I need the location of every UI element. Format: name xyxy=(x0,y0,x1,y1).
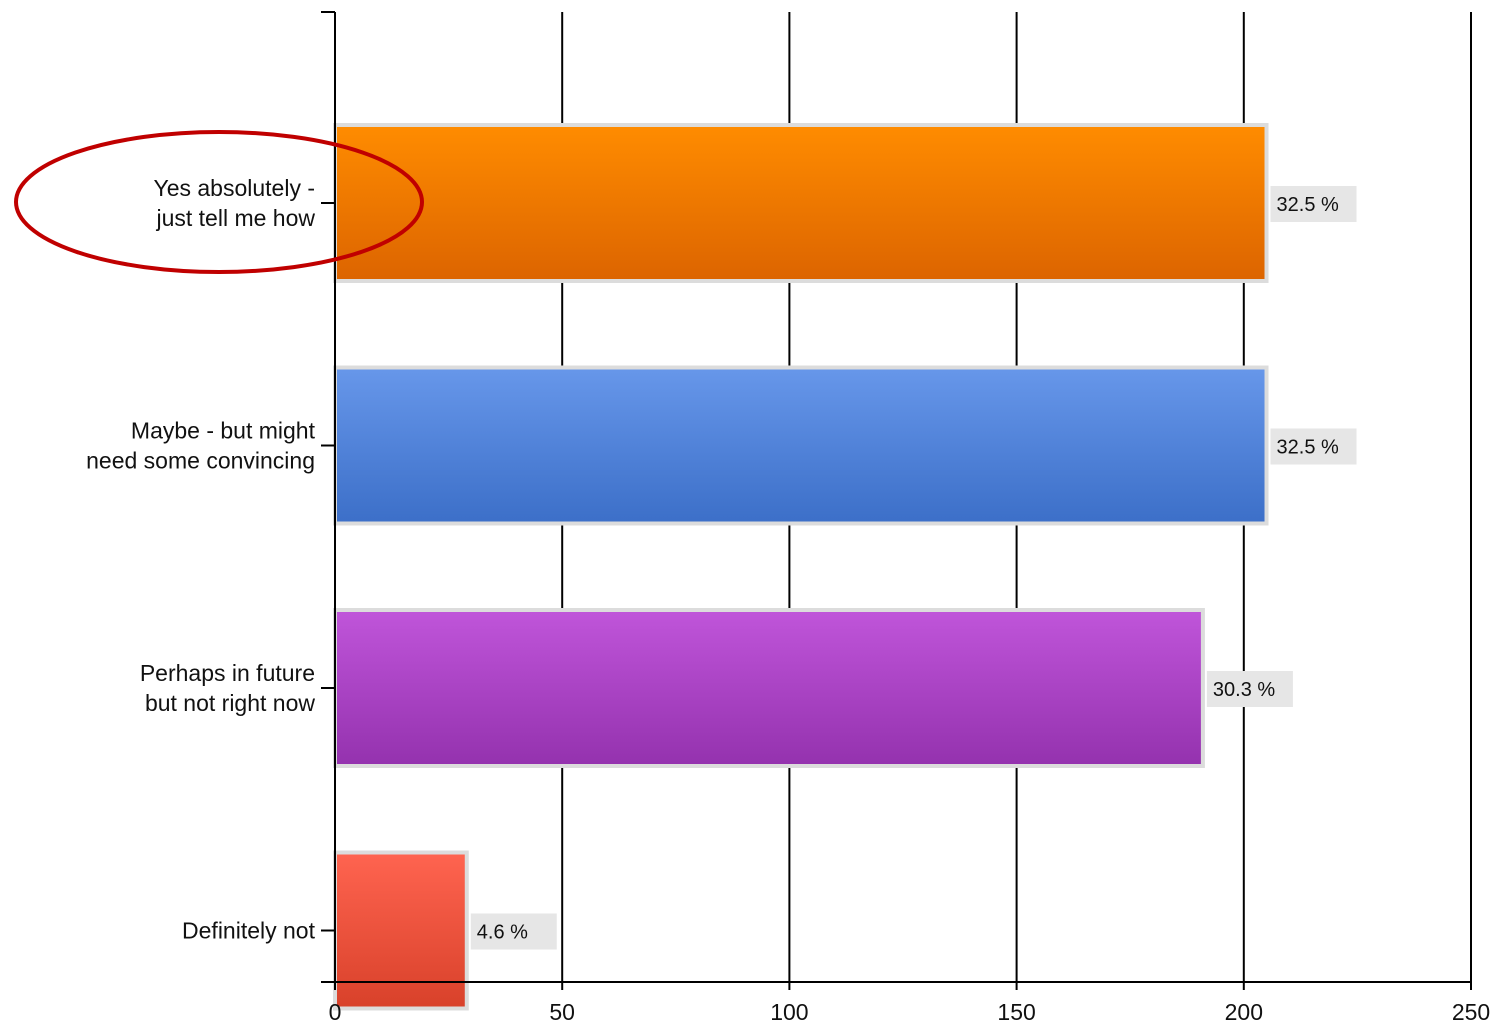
labels: 0 50 100 150 200 250 32.5 % Yes absolutely -jus… xyxy=(86,175,1490,1025)
category-label: Perhaps in future but not right now xyxy=(140,660,316,716)
x-tick-label: 0 xyxy=(329,999,342,1025)
data-label-box xyxy=(470,913,557,950)
category-label: Definitely not xyxy=(182,918,316,944)
bar-2 xyxy=(333,608,1205,768)
data-label: 32.5 % xyxy=(1277,437,1339,459)
bars xyxy=(333,123,1269,1011)
bar-3 xyxy=(333,850,469,1011)
axes xyxy=(321,11,1472,990)
x-tick-label: 150 xyxy=(997,999,1035,1025)
x-tick-label: 250 xyxy=(1452,999,1490,1025)
bar-0 xyxy=(333,123,1269,283)
x-tick-label: 50 xyxy=(549,999,575,1025)
data-label: 4.6 % xyxy=(477,922,528,944)
x-tick-label: 100 xyxy=(770,999,808,1025)
data-label-box xyxy=(1206,671,1293,707)
data-label: 32.5 % xyxy=(1277,194,1339,216)
data-label: 30.3 % xyxy=(1213,679,1275,701)
category-label: Maybe - but might need some convincing xyxy=(86,418,315,474)
data-label-box xyxy=(1270,428,1357,465)
data-label-box xyxy=(1270,186,1357,222)
annotation xyxy=(14,130,424,274)
highlight-ellipse xyxy=(14,130,424,274)
category-label: Yes absolutely -just tell me how xyxy=(153,175,315,231)
bar-1 xyxy=(333,365,1269,526)
x-tick-label: 200 xyxy=(1225,999,1263,1025)
